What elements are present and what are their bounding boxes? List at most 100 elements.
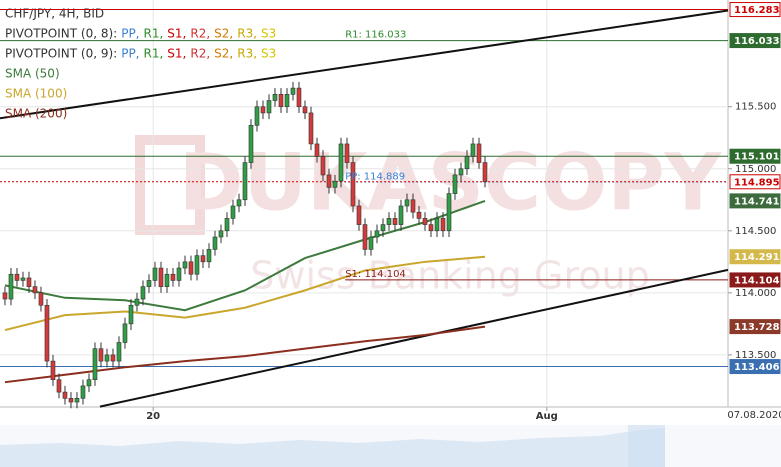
- candle-body: [440, 218, 446, 232]
- legend-item: S1,: [167, 27, 186, 41]
- trendline: [99, 268, 729, 408]
- candle-body: [92, 348, 98, 381]
- legend-item: S3: [261, 47, 276, 61]
- candle-body: [416, 211, 422, 219]
- candle-body: [134, 298, 140, 306]
- candle-body: [98, 348, 104, 362]
- candle-body: [68, 398, 74, 403]
- y-tick-label: 113.500: [735, 350, 776, 361]
- legend-item: S2,: [214, 47, 233, 61]
- level-box: [729, 272, 781, 288]
- candle-body: [146, 280, 152, 287]
- navigator-area: [0, 428, 665, 467]
- ma-line: [4, 325, 486, 384]
- pivot-label: PP: 114.889: [345, 172, 405, 183]
- ma-line: [4, 255, 486, 332]
- candle-body: [398, 205, 404, 225]
- y-tick-label: 115.000: [735, 164, 776, 175]
- candle-body: [86, 379, 92, 387]
- candle-body: [164, 273, 170, 287]
- candle-body: [290, 87, 296, 95]
- candle-body: [248, 125, 254, 163]
- candle-body: [422, 218, 428, 225]
- candle-body: [356, 205, 362, 225]
- candle-body: [482, 162, 488, 183]
- y-tick-label: 114.000: [735, 288, 776, 299]
- level-box: [729, 2, 781, 18]
- candle-body: [344, 143, 350, 163]
- chart-title: CHF/JPY, 4H, BID: [5, 7, 104, 21]
- level-box: [729, 148, 781, 164]
- ma-line: [4, 199, 486, 312]
- candle-body: [266, 100, 272, 114]
- candle-body: [152, 267, 158, 281]
- candle-body: [326, 174, 332, 188]
- candle-body: [242, 162, 248, 201]
- candle-body: [50, 360, 56, 381]
- level-label: 114.291: [734, 252, 780, 263]
- pivot-label: R1: 116.033: [345, 30, 406, 41]
- candle-body: [32, 286, 38, 294]
- candle-body: [212, 236, 218, 250]
- level-box: [729, 249, 781, 265]
- watermark-logo: [135, 135, 205, 235]
- candle-body: [194, 255, 200, 275]
- candle-body: [404, 199, 410, 207]
- candle-body: [362, 224, 368, 250]
- candle-body: [470, 143, 476, 157]
- candle-body: [56, 379, 62, 393]
- level-label: 116.033: [734, 36, 780, 47]
- candle-body: [104, 354, 110, 362]
- candle-body: [110, 354, 116, 362]
- candle-body: [380, 224, 386, 232]
- candle-body: [206, 249, 212, 263]
- candle-body: [176, 267, 182, 281]
- candle-body: [230, 205, 236, 219]
- x-tick-label: 20: [146, 411, 160, 422]
- candle-body: [386, 218, 392, 225]
- candle-body: [446, 193, 452, 232]
- candle-body: [260, 106, 266, 114]
- watermark: Swiss Banking Group: [250, 254, 649, 298]
- candle-body: [188, 261, 194, 275]
- pivot-label: S1: 114.104: [345, 269, 406, 280]
- level-label: 113.728: [734, 322, 780, 333]
- legend-item: R2,: [190, 27, 210, 41]
- x-tick-label: Aug: [536, 411, 558, 422]
- candle-body: [296, 87, 302, 108]
- candle-body: [170, 273, 176, 281]
- candle-body: [350, 162, 356, 207]
- candle-body: [254, 106, 260, 126]
- level-label: 116.283: [734, 5, 780, 16]
- candle-body: [428, 224, 434, 232]
- candle-body: [182, 261, 188, 269]
- candle-body: [374, 230, 380, 238]
- candle-body: [116, 342, 122, 362]
- candle-body: [452, 174, 458, 194]
- candle-body: [26, 277, 32, 287]
- candle-body: [140, 286, 146, 300]
- candle-body: [218, 230, 224, 238]
- candle-body: [80, 385, 86, 399]
- y-tick-label: 115.500: [735, 102, 776, 113]
- level-box: [729, 193, 781, 209]
- candle-body: [224, 218, 230, 232]
- candle-body: [2, 292, 8, 300]
- level-label: 114.741: [734, 196, 780, 207]
- candle-body: [392, 218, 398, 225]
- legend-item: PP,: [121, 27, 139, 41]
- candle-body: [14, 273, 20, 281]
- legend-entry: SMA (200): [5, 107, 67, 121]
- candle-body: [200, 255, 206, 263]
- legend-entry: SMA (50): [5, 67, 60, 81]
- candle-body: [62, 391, 68, 399]
- navigator-window: [628, 425, 665, 467]
- candle-body: [314, 143, 320, 157]
- legend-item: R2,: [190, 47, 210, 61]
- level-label: 113.406: [734, 362, 780, 373]
- candle-body: [272, 94, 278, 101]
- candle-body: [476, 143, 482, 163]
- legend-entry: SMA (100): [5, 87, 67, 101]
